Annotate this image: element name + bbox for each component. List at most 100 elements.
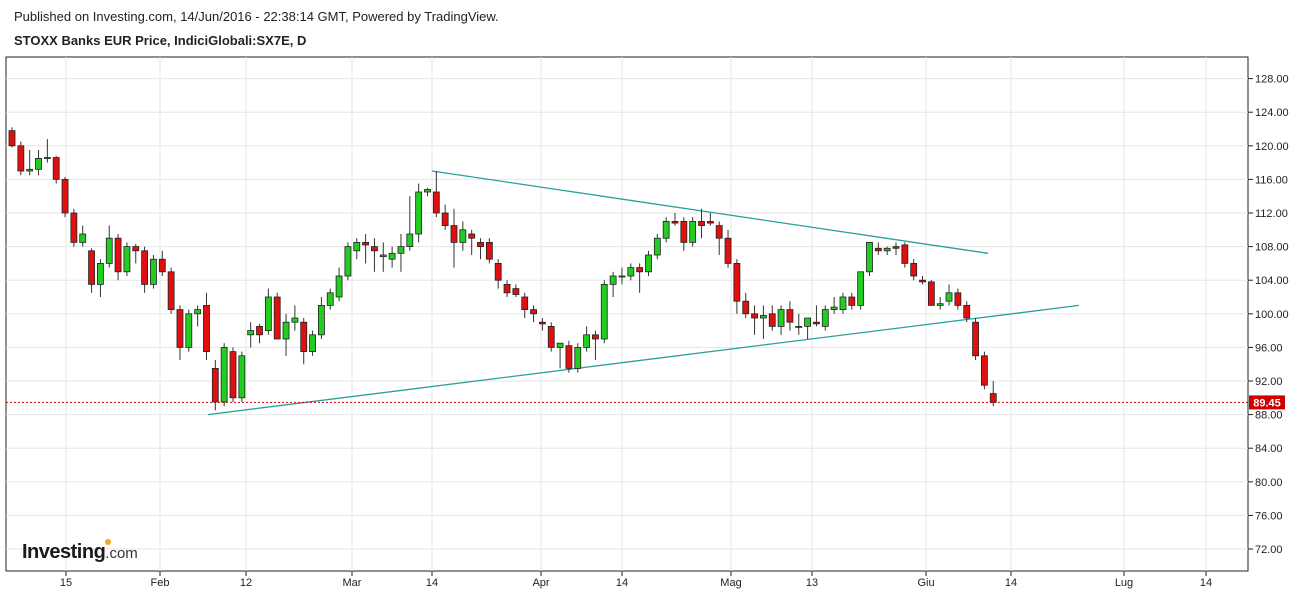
candle-body — [636, 267, 644, 273]
candle — [724, 229, 732, 268]
candle-body — [282, 321, 290, 340]
candle — [167, 267, 175, 314]
candle — [574, 343, 582, 373]
x-tick-label: 14 — [1200, 577, 1212, 589]
candle — [618, 267, 626, 285]
candle — [26, 150, 34, 176]
candle — [150, 255, 157, 289]
candle-body — [883, 247, 891, 252]
candle — [494, 259, 502, 289]
candle — [379, 242, 387, 272]
candle — [309, 330, 316, 356]
y-tick-label: 92.00 — [1255, 376, 1283, 388]
candle-body — [653, 237, 661, 256]
candle-body — [176, 309, 184, 348]
candle-body — [556, 342, 564, 348]
candle-body — [839, 296, 847, 311]
x-tick-label: 12 — [240, 577, 252, 589]
candle-body — [61, 178, 69, 214]
candle — [432, 171, 440, 218]
candle-body — [309, 334, 316, 352]
trendline[interactable] — [431, 170, 989, 254]
candle-body — [680, 220, 688, 243]
candle — [256, 323, 263, 344]
candle-body — [954, 292, 962, 306]
candle — [972, 318, 979, 360]
candle — [866, 241, 873, 276]
candle-body — [768, 313, 776, 327]
candle-body — [600, 283, 608, 340]
candle-body — [627, 267, 635, 277]
candle — [317, 297, 325, 339]
candle-body — [662, 220, 670, 239]
candle-body — [574, 346, 582, 369]
candle — [583, 326, 590, 352]
time-axis: 15 Feb 12 Mar 14 Apr 14 Mag 13 Giu 14 Lug 14 — [60, 571, 1212, 589]
candle-body — [450, 225, 458, 243]
price-axis: 72.00 76.00 80.00 84.00 88.00 92.00 96.00 100.0… — [1248, 74, 1289, 556]
candle-body — [618, 275, 626, 278]
candle — [751, 305, 758, 335]
candle-body — [777, 309, 785, 327]
candle — [229, 347, 237, 402]
candle-body — [485, 241, 493, 260]
candle — [61, 176, 69, 218]
candle — [989, 381, 997, 407]
candle-body — [742, 300, 750, 315]
candle — [158, 250, 166, 276]
candle-body — [247, 330, 255, 336]
candle — [919, 276, 926, 285]
trendline[interactable] — [207, 304, 1080, 416]
grid-lines — [6, 57, 1248, 571]
candle-body — [512, 288, 520, 295]
candle-body — [795, 325, 803, 328]
candle — [830, 297, 838, 314]
candle — [238, 351, 246, 402]
candle-body — [494, 262, 502, 281]
candle-body — [892, 246, 900, 249]
candle — [282, 313, 290, 356]
candle-body — [353, 241, 361, 252]
candle-body — [724, 237, 732, 264]
candle — [609, 271, 617, 297]
candle — [786, 301, 794, 331]
candle-body — [52, 157, 60, 180]
candle-body — [751, 313, 758, 319]
candle — [733, 259, 741, 314]
candle — [459, 221, 467, 251]
candle — [8, 127, 16, 148]
candle — [945, 284, 953, 306]
y-tick-label: 72.00 — [1255, 544, 1283, 556]
candle-body — [326, 292, 334, 306]
candle — [371, 238, 378, 272]
candle — [415, 183, 423, 243]
candle — [547, 322, 555, 352]
candle-body — [335, 275, 343, 298]
candle-body — [105, 237, 113, 264]
candle — [848, 292, 856, 310]
candle — [963, 301, 971, 323]
logo-main: Investing — [22, 541, 106, 563]
candle-body — [645, 254, 652, 273]
candle-body — [79, 233, 87, 243]
candle-body — [733, 262, 741, 302]
candle — [353, 238, 361, 260]
candle — [715, 221, 723, 255]
candle — [264, 288, 272, 335]
candle — [52, 155, 60, 184]
last-price-badge — [1249, 395, 1285, 410]
candle-body — [936, 303, 944, 306]
y-tick-label: 116.00 — [1255, 174, 1288, 186]
y-tick-label: 104.00 — [1255, 275, 1289, 287]
candle — [821, 305, 829, 331]
candle-body — [300, 321, 308, 353]
candle-body — [220, 346, 228, 403]
logo-domain: .com — [105, 545, 138, 562]
y-tick-label: 108.00 — [1255, 242, 1289, 254]
x-tick-label: Lug — [1115, 577, 1133, 589]
candle-body — [344, 246, 352, 277]
candle — [706, 213, 714, 226]
candle — [97, 259, 104, 297]
candle — [450, 208, 458, 268]
